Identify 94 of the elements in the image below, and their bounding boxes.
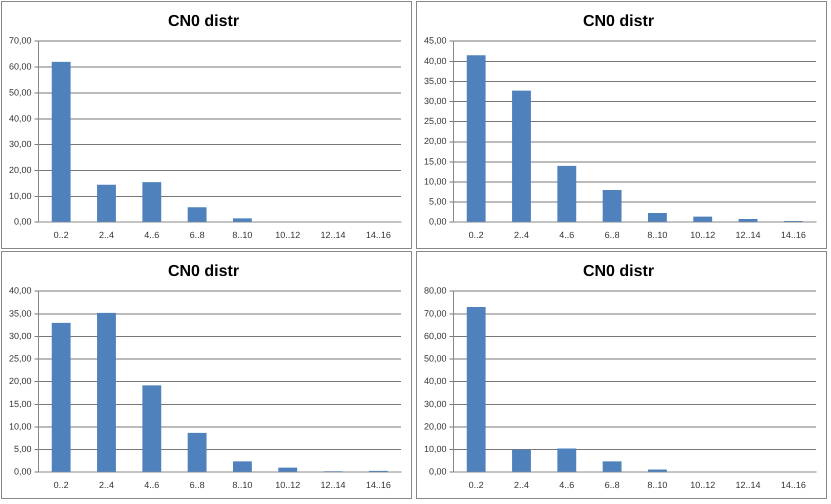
x-tick-label: 14..16 xyxy=(780,480,806,490)
y-tick-label: 10,00 xyxy=(8,190,32,201)
y-tick-label: 25,00 xyxy=(8,354,32,364)
y-tick-label: 40,00 xyxy=(8,286,32,296)
x-tick-label: 4..6 xyxy=(559,230,574,240)
bar xyxy=(512,450,531,472)
x-tick-label: 0..2 xyxy=(468,230,484,240)
x-tick-label: 6..8 xyxy=(604,230,620,240)
x-tick-label: 6..8 xyxy=(190,480,205,490)
bar xyxy=(97,184,116,222)
bar xyxy=(52,322,71,472)
bar xyxy=(738,218,758,222)
bar xyxy=(466,55,486,222)
chart-title: CN0 distr xyxy=(582,263,654,280)
bar xyxy=(557,448,576,472)
bar xyxy=(466,307,486,472)
bar xyxy=(557,166,576,222)
y-tick-label: 60,00 xyxy=(8,62,32,72)
y-tick-label: 40,00 xyxy=(424,376,447,386)
y-tick-label: 0,00 xyxy=(14,216,32,227)
y-tick-label: 40,00 xyxy=(424,56,447,66)
x-tick-label: 4..6 xyxy=(144,230,160,240)
x-tick-label: 0..2 xyxy=(468,480,484,490)
bar xyxy=(648,469,667,472)
x-tick-label: 2..4 xyxy=(98,230,114,240)
bar xyxy=(97,312,116,472)
x-tick-label: 4..6 xyxy=(559,480,574,490)
y-tick-label: 30,00 xyxy=(8,330,32,341)
y-tick-label: 20,00 xyxy=(8,376,32,386)
x-tick-label: 12..14 xyxy=(320,230,346,240)
bar xyxy=(512,90,531,222)
x-tick-label: 10..12 xyxy=(275,480,300,490)
y-tick-label: 25,00 xyxy=(424,116,447,126)
chart-title: CN0 distr xyxy=(168,13,240,30)
y-tick-label: 60,00 xyxy=(424,330,447,341)
x-tick-label: 0..2 xyxy=(54,230,69,240)
y-tick-label: 5,00 xyxy=(428,196,447,207)
x-tick-label: 10..12 xyxy=(275,230,300,240)
x-tick-label: 12..14 xyxy=(320,480,346,490)
bar xyxy=(693,216,712,222)
bar xyxy=(188,432,207,472)
y-tick-label: 40,00 xyxy=(8,113,32,124)
y-tick-label: 15,00 xyxy=(8,398,32,409)
x-tick-label: 6..8 xyxy=(190,230,205,240)
x-tick-label: 8..10 xyxy=(647,230,668,240)
y-tick-label: 35,00 xyxy=(8,308,32,318)
y-tick-label: 70,00 xyxy=(8,36,32,46)
x-tick-label: 2..4 xyxy=(514,480,529,490)
x-tick-label: 14..16 xyxy=(366,230,391,240)
x-tick-label: 8..10 xyxy=(232,230,252,240)
chart-title: CN0 distr xyxy=(582,13,654,30)
y-tick-label: 0,00 xyxy=(428,466,447,477)
bar xyxy=(602,461,622,472)
x-tick-label: 8..10 xyxy=(232,480,252,490)
bar xyxy=(648,212,667,222)
x-tick-label: 10..12 xyxy=(690,480,716,490)
y-tick-label: 45,00 xyxy=(424,36,447,46)
y-tick-label: 35,00 xyxy=(424,76,447,86)
x-tick-label: 2..4 xyxy=(98,480,114,490)
y-tick-label: 0,00 xyxy=(14,466,32,477)
x-tick-label: 14..16 xyxy=(780,230,806,240)
x-tick-label: 12..14 xyxy=(736,230,761,240)
x-tick-label: 8..10 xyxy=(647,480,668,490)
y-tick-label: 10,00 xyxy=(8,421,32,432)
y-tick-label: 20,00 xyxy=(424,136,447,146)
x-tick-label: 14..16 xyxy=(366,480,391,490)
y-tick-label: 20,00 xyxy=(424,421,447,432)
bar xyxy=(278,468,298,472)
y-tick-label: 5,00 xyxy=(14,444,32,454)
x-tick-label: 0..2 xyxy=(54,480,69,490)
x-tick-label: 4..6 xyxy=(144,480,160,490)
y-tick-label: 70,00 xyxy=(424,308,447,318)
bar xyxy=(142,182,162,222)
y-tick-label: 30,00 xyxy=(424,398,447,409)
y-tick-label: 30,00 xyxy=(424,96,447,106)
x-tick-label: 6..8 xyxy=(604,480,620,490)
chart-title: CN0 distr xyxy=(168,263,240,280)
bar xyxy=(232,461,252,472)
y-tick-label: 80,00 xyxy=(424,286,447,296)
x-tick-label: 2..4 xyxy=(514,230,529,240)
y-tick-label: 15,00 xyxy=(424,156,447,166)
bar xyxy=(142,385,162,472)
y-tick-label: 50,00 xyxy=(8,87,32,98)
y-tick-label: 20,00 xyxy=(8,164,32,175)
bar xyxy=(602,190,622,222)
x-tick-label: 10..12 xyxy=(690,230,716,240)
y-tick-label: 0,00 xyxy=(428,216,447,227)
x-tick-label: 12..14 xyxy=(736,480,761,490)
y-tick-label: 30,00 xyxy=(8,139,32,150)
y-tick-label: 10,00 xyxy=(424,176,447,186)
bar xyxy=(188,207,207,222)
bar xyxy=(52,62,71,222)
y-tick-label: 10,00 xyxy=(424,444,447,454)
y-tick-label: 50,00 xyxy=(424,354,447,364)
